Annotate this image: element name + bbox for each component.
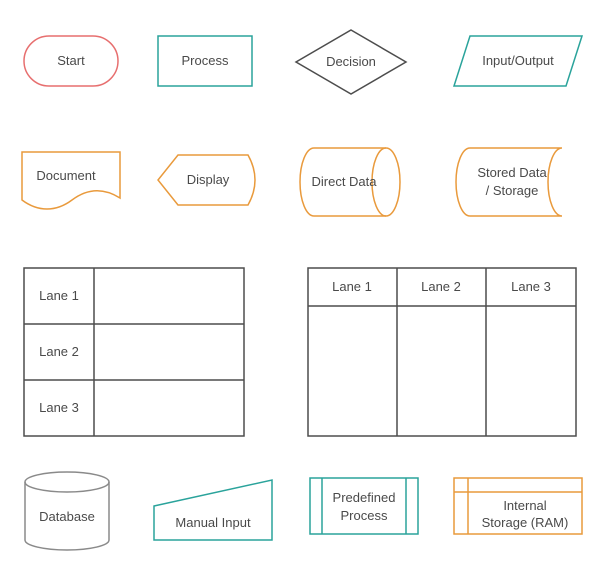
database-label: Database bbox=[39, 509, 95, 524]
process-shape: Process bbox=[158, 36, 252, 86]
direct-data-label: Direct Data bbox=[311, 174, 377, 189]
start-label: Start bbox=[57, 53, 85, 68]
io-label: Input/Output bbox=[482, 53, 554, 68]
internal-storage-shape: Internal Storage (RAM) bbox=[454, 478, 582, 534]
predefined-process-shape: Predefined Process bbox=[310, 478, 418, 534]
document-shape: Document bbox=[22, 152, 120, 209]
predef-line1: Predefined bbox=[333, 490, 396, 505]
manual-input-label: Manual Input bbox=[175, 515, 251, 530]
decision-shape: Decision bbox=[296, 30, 406, 94]
process-label: Process bbox=[182, 53, 229, 68]
manual-input-shape: Manual Input bbox=[154, 480, 272, 540]
start-shape: Start bbox=[24, 36, 118, 86]
swim-v-lane2-label: Lane 2 bbox=[421, 279, 461, 294]
swimlane-vertical: Lane 1 Lane 2 Lane 3 bbox=[308, 268, 576, 436]
predef-line2: Process bbox=[341, 508, 388, 523]
stored-data-line2: / Storage bbox=[486, 183, 539, 198]
display-label: Display bbox=[187, 172, 230, 187]
internal-line1: Internal bbox=[503, 498, 546, 513]
swimlane-horizontal: Lane 1 Lane 2 Lane 3 bbox=[24, 268, 244, 436]
document-label: Document bbox=[36, 168, 96, 183]
swim-h-lane2-label: Lane 2 bbox=[39, 344, 79, 359]
stored-data-line1: Stored Data bbox=[477, 165, 547, 180]
database-shape: Database bbox=[25, 472, 109, 550]
swim-v-lane3-label: Lane 3 bbox=[511, 279, 551, 294]
internal-line2: Storage (RAM) bbox=[482, 515, 569, 530]
swim-h-lane1-label: Lane 1 bbox=[39, 288, 79, 303]
direct-data-shape: Direct Data bbox=[300, 148, 400, 216]
swim-h-lane3-label: Lane 3 bbox=[39, 400, 79, 415]
io-shape: Input/Output bbox=[454, 36, 582, 86]
decision-label: Decision bbox=[326, 54, 376, 69]
flowchart-shape-palette: Start Process Decision Input/Output Docu… bbox=[0, 0, 608, 583]
display-shape: Display bbox=[158, 155, 255, 205]
swim-v-lane1-label: Lane 1 bbox=[332, 279, 372, 294]
stored-data-shape: Stored Data / Storage bbox=[456, 148, 562, 216]
